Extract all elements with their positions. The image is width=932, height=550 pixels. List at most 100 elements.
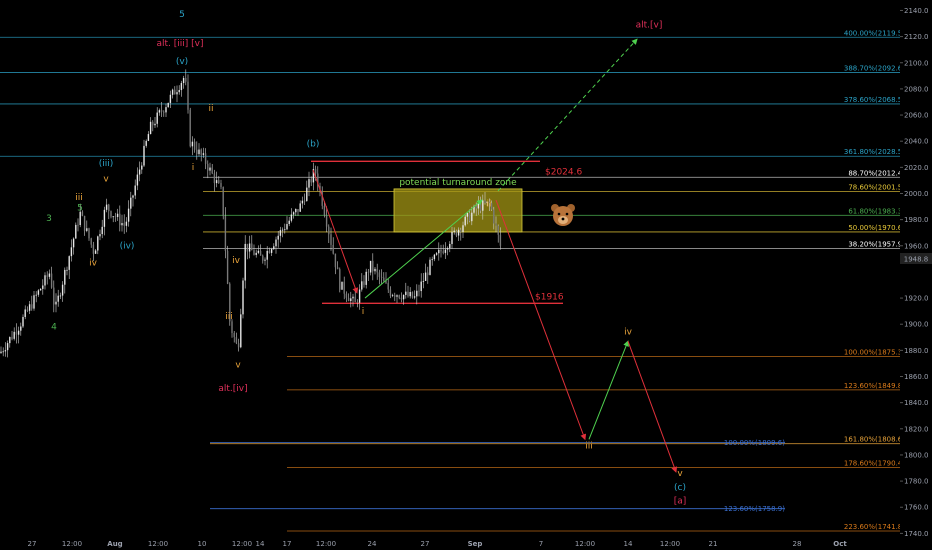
candle-body <box>136 174 139 186</box>
candle-body <box>484 200 486 203</box>
candle-body <box>308 179 310 188</box>
candle-body <box>279 230 282 236</box>
candle-body <box>213 173 216 184</box>
fib-label: 378.60%(2068.5) <box>844 96 905 104</box>
candle-body <box>295 209 297 213</box>
candle-body <box>202 153 205 155</box>
candle-body <box>2 351 4 353</box>
candle-body <box>433 254 436 260</box>
x-tick-label: 10 <box>198 540 207 548</box>
candle-body <box>493 209 495 224</box>
candle-body <box>453 230 455 232</box>
wave-label: v <box>235 360 241 370</box>
candle-body <box>257 250 260 253</box>
fib-label: 38.20%(1957.9) <box>848 241 905 249</box>
y-tick-label: 1820.0 <box>904 425 929 433</box>
y-tick-label: 1960.0 <box>904 242 929 250</box>
wave-label: 4 <box>51 322 57 332</box>
candle-body <box>330 234 332 245</box>
candle-body <box>376 268 378 273</box>
candle-body <box>352 296 354 299</box>
arrow-alt-v-dashed <box>497 38 638 192</box>
wave-label: v <box>103 175 109 185</box>
candle-body <box>4 350 7 352</box>
candle-body <box>424 272 427 281</box>
candle-body <box>185 78 187 82</box>
fib-label: 400.00%(2119.5) <box>844 29 905 37</box>
wave-label: (iv) <box>120 241 135 251</box>
wave-label: i <box>362 307 365 317</box>
y-tick-label: 1860.0 <box>904 373 929 381</box>
current-price-tag: 1948.8 <box>900 253 932 264</box>
candle-body <box>306 187 308 202</box>
candle-body <box>486 201 488 203</box>
wave-label: iv <box>624 328 633 338</box>
candle-body <box>220 183 222 187</box>
candle-body <box>275 239 277 247</box>
wave-label: (b) <box>307 139 320 149</box>
x-tick-label: 12:00 <box>232 540 252 548</box>
wave-label: iii <box>75 193 83 203</box>
candle-body <box>174 89 176 95</box>
candle-body <box>398 295 400 298</box>
candle-body <box>240 314 242 348</box>
candle-body <box>488 201 491 204</box>
candle-body <box>33 295 35 309</box>
candle-body <box>446 248 449 250</box>
candle-body <box>363 281 365 285</box>
candle-body <box>380 276 383 278</box>
y-tick-label: 1840.0 <box>904 399 929 407</box>
fib-label: 61.80%(1983.3) <box>848 207 905 215</box>
candle-body <box>372 260 374 272</box>
wave-label: iii <box>225 312 233 322</box>
x-tick-label: Oct <box>833 540 847 548</box>
time-axis[interactable]: 27 12:00 Aug 12:00 10 12:00 14 17 12:00 24 27 Sep 7 1… <box>0 536 932 550</box>
candle-body <box>378 272 381 277</box>
target-label-upper: $2024.6 <box>545 167 582 177</box>
candle-body <box>468 213 471 222</box>
y-tick-label: 1760.0 <box>904 504 929 512</box>
fib-label-secondary: 100.00%(1809.6) <box>724 439 785 447</box>
candle-body <box>347 297 350 302</box>
x-tick-label: 28 <box>793 540 802 548</box>
candle-body <box>158 110 161 113</box>
candle-body <box>374 268 376 272</box>
candle-body <box>389 289 392 296</box>
wave-label: (v) <box>176 57 188 67</box>
fib-label: 123.60%(1849.8) <box>844 382 905 390</box>
candle-body <box>460 229 462 232</box>
candle-body <box>361 281 363 290</box>
candle-body <box>262 255 264 261</box>
wave-label: alt.[v] <box>636 20 663 30</box>
candle-body <box>416 290 418 297</box>
candle-body <box>255 252 257 255</box>
candle-body <box>105 204 108 210</box>
candle-body <box>248 243 251 252</box>
arrow-ii-to-iii <box>495 199 587 441</box>
x-tick-label: 24 <box>368 540 377 548</box>
candle-body <box>50 273 53 288</box>
candle-body <box>407 291 409 297</box>
candle-body <box>53 287 55 305</box>
candle-body <box>253 250 255 255</box>
candle-body <box>207 163 209 171</box>
candle-body <box>264 259 266 261</box>
wave-label: iii <box>585 441 593 451</box>
candle-body <box>365 271 367 285</box>
candle-body <box>193 141 196 150</box>
candle-body <box>499 234 502 246</box>
candle-body <box>182 78 185 84</box>
candle-body <box>112 216 114 218</box>
x-tick-label: 17 <box>283 540 292 548</box>
candle-body <box>167 102 169 108</box>
x-tick-label: 12:00 <box>660 540 680 548</box>
candle-body <box>70 247 73 257</box>
candle-body <box>284 229 286 231</box>
candle-body <box>121 223 123 226</box>
candle-body <box>86 228 88 231</box>
candle-body <box>332 244 334 254</box>
price-axis[interactable]: 2140.0 2120.0 2100.0 2080.0 2060.0 2040.0 2020… <box>900 0 932 550</box>
bear-emoji-icon <box>551 204 575 226</box>
